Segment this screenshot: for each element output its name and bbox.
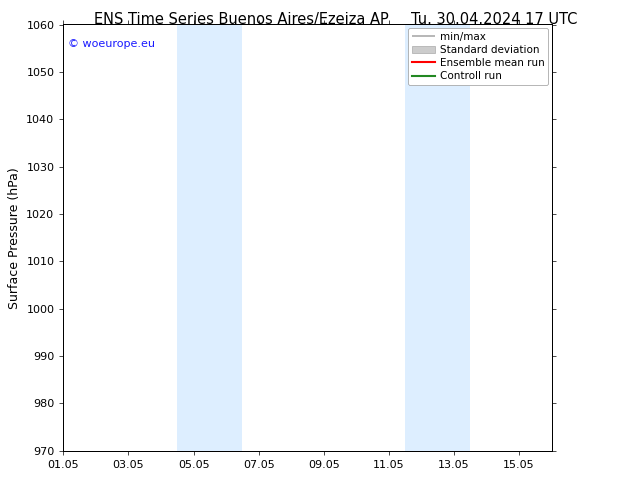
Text: Tu. 30.04.2024 17 UTC: Tu. 30.04.2024 17 UTC <box>411 12 578 27</box>
Legend: min/max, Standard deviation, Ensemble mean run, Controll run: min/max, Standard deviation, Ensemble me… <box>408 27 548 85</box>
Bar <box>405 24 470 451</box>
Text: © woeurope.eu: © woeurope.eu <box>68 39 155 49</box>
Y-axis label: Surface Pressure (hPa): Surface Pressure (hPa) <box>8 167 21 309</box>
Text: ENS Time Series Buenos Aires/Ezeiza AP: ENS Time Series Buenos Aires/Ezeiza AP <box>94 12 388 27</box>
Bar <box>178 24 242 451</box>
